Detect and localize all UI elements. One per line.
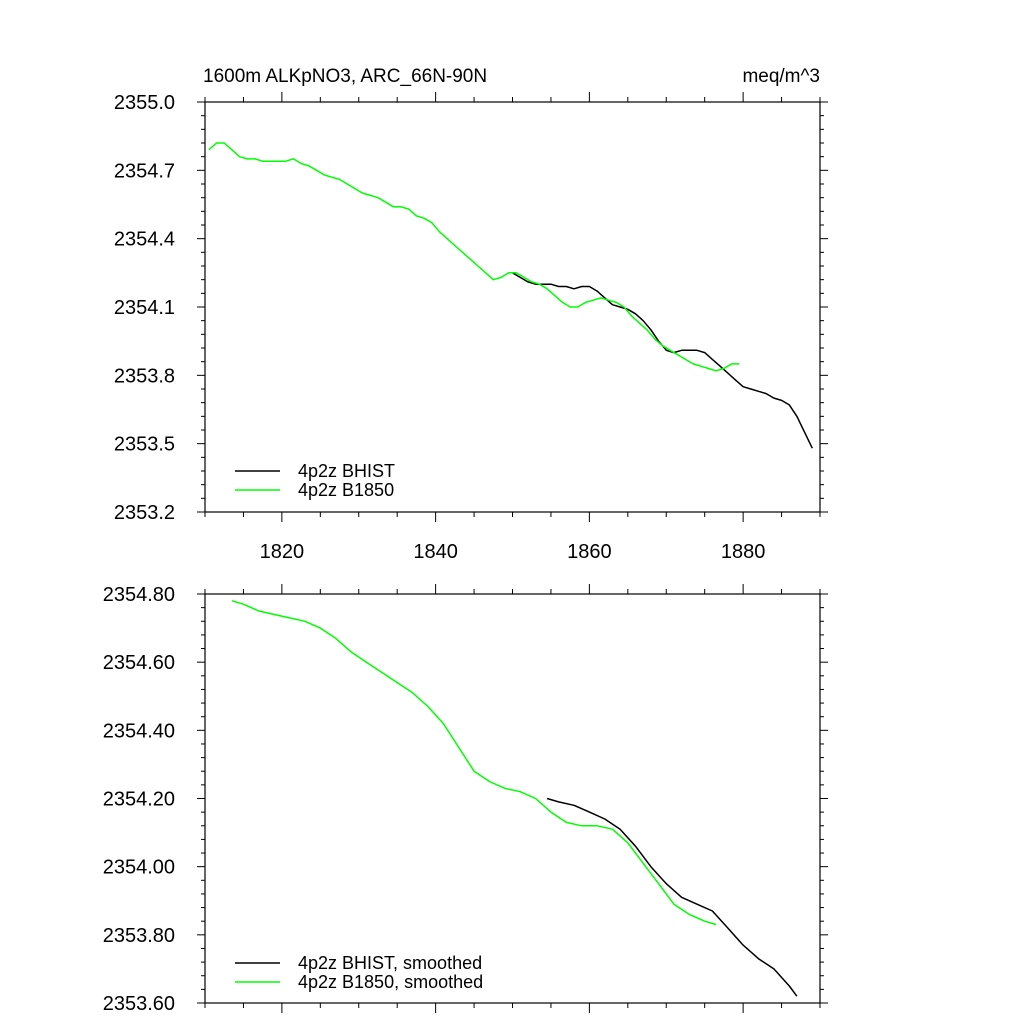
y-tick-label: 2354.80: [103, 584, 175, 606]
y-tick-label: 2354.4: [114, 229, 175, 251]
series-line-b1850: [231, 600, 717, 926]
y-tick-label: 2353.5: [114, 434, 175, 456]
x-tick-label: 1880: [721, 541, 766, 563]
plot-frame: [204, 593, 821, 1004]
legend-label-b1850-smoothed: 4p2z B1850, smoothed: [298, 972, 483, 992]
y-tick-label: 2354.40: [103, 720, 175, 742]
y-tick-label: 2355.0: [114, 92, 175, 114]
plot-frame: [204, 101, 821, 513]
bottom-panel: 2353.60 2353.80 2354.00 2354.20 2354.40 2354.…: [103, 584, 828, 1015]
series-line-b1850: [208, 142, 740, 372]
y-tick-label: 2353.8: [114, 365, 175, 387]
y-tick-label: 2354.7: [114, 160, 175, 182]
y-tick-label: 2353.2: [114, 502, 175, 524]
x-tick-label: 1840: [413, 541, 458, 563]
units-label: meq/m^3: [742, 66, 820, 87]
top-panel: 2353.2 2353.5 2353.8 2354.1 2354.4 2354.7 2355…: [114, 92, 828, 563]
chart-title: 1600m ALKpNO3, ARC_66N-90N: [203, 66, 487, 87]
y-tick-label: 2353.60: [103, 993, 175, 1015]
top-legend: 4p2z BHIST 4p2z B1850: [235, 461, 395, 500]
y-tick-label: 2354.20: [103, 789, 175, 811]
y-tick-label: 2354.60: [103, 652, 175, 674]
legend-label-b1850: 4p2z B1850: [298, 480, 394, 500]
y-tick-label: 2354.00: [103, 857, 175, 879]
legend-label-bhist-smoothed: 4p2z BHIST, smoothed: [298, 953, 482, 973]
series-line-bhist: [546, 797, 798, 997]
y-tick-label: 2353.80: [103, 925, 175, 947]
x-tick-label: 1860: [567, 541, 612, 563]
y-tick-label: 2354.1: [114, 297, 175, 319]
x-tick-label: 1820: [260, 541, 305, 563]
legend-label-bhist: 4p2z BHIST: [298, 461, 395, 481]
bottom-legend: 4p2z BHIST, smoothed 4p2z B1850, smoothe…: [235, 953, 483, 992]
series-line-bhist: [512, 272, 813, 449]
